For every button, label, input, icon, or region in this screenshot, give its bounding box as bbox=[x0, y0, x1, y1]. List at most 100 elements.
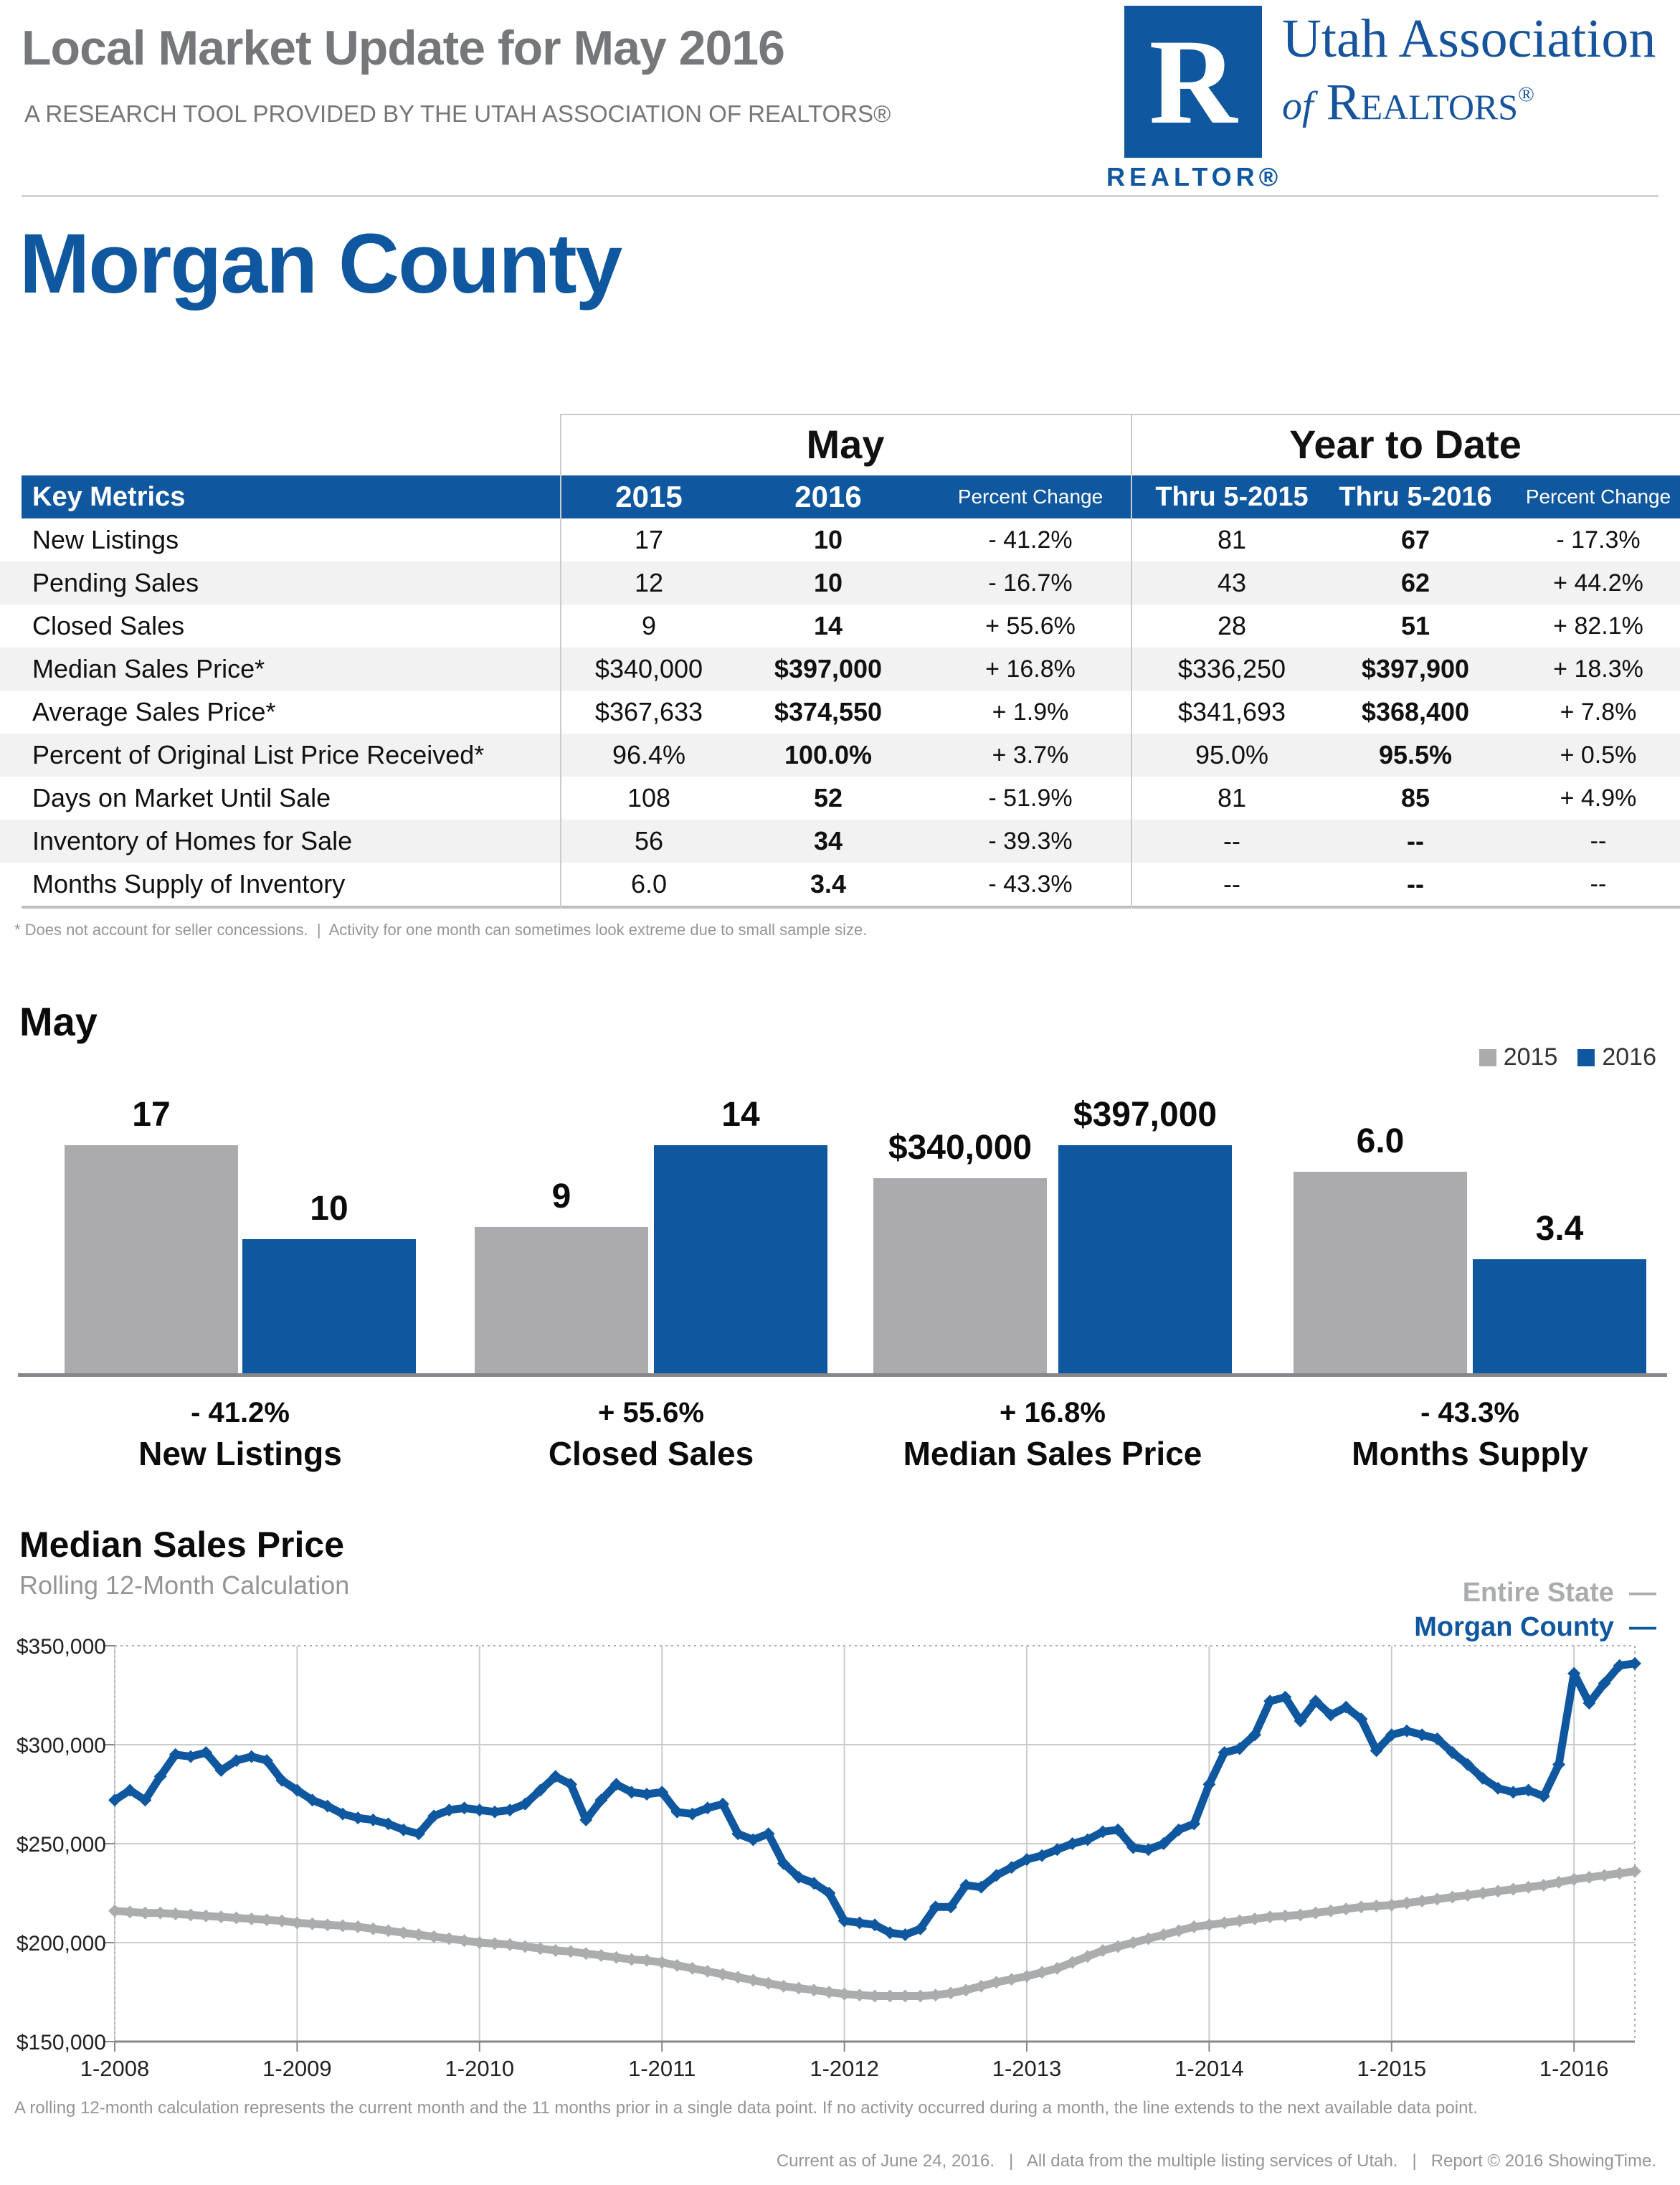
county-title: Morgan County bbox=[19, 217, 622, 311]
metric-value-ytd_pct: -- bbox=[1590, 871, 1607, 898]
metric-value-ytd_pct: + 44.2% bbox=[1553, 569, 1643, 597]
metric-label: Average Sales Price* bbox=[32, 697, 276, 726]
metric-value-ytd_2016: $397,900 bbox=[1361, 654, 1470, 683]
morgan-county-line bbox=[110, 1659, 1639, 1939]
metric-value-ytd_2015: -- bbox=[1223, 826, 1240, 855]
bar-chart-title: May bbox=[19, 999, 98, 1044]
page-header-title: Local Market Update for May 2016 bbox=[22, 21, 785, 75]
entire-state-markers bbox=[108, 1864, 1641, 2003]
metric-value-may_pct: + 3.7% bbox=[992, 741, 1069, 769]
col-may-2015: 2015 bbox=[615, 480, 683, 513]
metric-label: Pending Sales bbox=[32, 568, 199, 597]
metric-value-may_2016: 10 bbox=[813, 568, 843, 597]
legend-morgan-county-dash: — bbox=[1629, 1612, 1656, 1642]
bar-2016-months-supply bbox=[1473, 1259, 1646, 1373]
org-name-line2: of Realtors® bbox=[1282, 67, 1656, 133]
metric-value-ytd_2016: 51 bbox=[1400, 611, 1430, 640]
legend-entire-state-dash: — bbox=[1629, 1578, 1656, 1608]
line-chart-plot: $150,000 $200,000 $250,000 $300,000 $350,000… bbox=[16, 1635, 1641, 2081]
bar-pct-change: - 43.3% bbox=[1420, 1397, 1519, 1428]
grid-lines bbox=[105, 1645, 1636, 2052]
table-footnote: * Does not account for seller concession… bbox=[14, 921, 868, 939]
bar-2015-closed-sales bbox=[475, 1227, 648, 1373]
metric-label: Median Sales Price* bbox=[32, 654, 265, 683]
col-ytd-pct: Percent Change bbox=[1525, 485, 1671, 508]
table-row: Months Supply of Inventory 6.0 3.4 - 43.3% -… bbox=[0, 863, 1680, 906]
metric-value-may_2016: 3.4 bbox=[810, 869, 847, 899]
metric-value-ytd_2015: $336,250 bbox=[1177, 654, 1286, 683]
metric-value-may_2015: 6.0 bbox=[630, 869, 668, 899]
metric-value-may_2015: 96.4% bbox=[612, 740, 686, 769]
report-footer: Current as of June 24, 2016. | All data … bbox=[776, 2151, 1656, 2171]
table-bottom-border bbox=[22, 906, 1680, 909]
table-group-border-mid bbox=[1131, 414, 1132, 909]
table-row: Average Sales Price* $367,633 $374,550 + 1.… bbox=[0, 691, 1680, 734]
realtor-r-icon: R bbox=[1149, 14, 1238, 149]
y-tick-label: $250,000 bbox=[16, 1833, 106, 1857]
x-tick-label: 1-2012 bbox=[810, 2056, 879, 2081]
metric-value-ytd_2015: 95.0% bbox=[1195, 740, 1269, 769]
col-may-pct: Percent Change bbox=[957, 485, 1104, 508]
realtor-wordmark: REALTOR® bbox=[1106, 162, 1283, 191]
group-header-may: May bbox=[806, 422, 885, 467]
page-header-subtitle: A RESEARCH TOOL PROVIDED BY THE UTAH ASS… bbox=[24, 100, 891, 127]
bar-value-label: 14 bbox=[721, 1096, 760, 1134]
metric-value-may_2016: $374,550 bbox=[774, 697, 883, 726]
table-group-border-left bbox=[560, 414, 561, 909]
metric-value-ytd_pct: + 0.5% bbox=[1560, 741, 1637, 769]
metric-value-may_pct: - 16.7% bbox=[988, 569, 1073, 597]
metric-value-ytd_pct: - 17.3% bbox=[1556, 526, 1641, 554]
metric-value-ytd_pct: + 82.1% bbox=[1553, 612, 1643, 640]
metric-value-ytd_2015: -- bbox=[1223, 869, 1240, 899]
metric-value-may_2016: 34 bbox=[813, 826, 843, 855]
metric-value-may_2015: 17 bbox=[634, 525, 664, 554]
metric-value-may_pct: - 51.9% bbox=[988, 785, 1073, 812]
y-tick-label: $350,000 bbox=[16, 1635, 106, 1659]
x-tick-label: 1-2014 bbox=[1174, 2056, 1244, 2081]
metric-value-may_pct: + 1.9% bbox=[992, 698, 1069, 726]
x-tick-label: 1-2011 bbox=[628, 2056, 696, 2081]
legend-swatch-2016 bbox=[1577, 1048, 1595, 1066]
org-realtors: Realtors bbox=[1326, 73, 1519, 131]
metric-value-ytd_pct: + 7.8% bbox=[1560, 698, 1637, 726]
metric-value-ytd_pct: + 18.3% bbox=[1553, 655, 1643, 683]
metric-value-ytd_2016: $368,400 bbox=[1361, 697, 1470, 726]
table-group-top-border bbox=[560, 414, 1680, 415]
metric-value-may_2015: $367,633 bbox=[594, 697, 703, 726]
bar-2015-months-supply bbox=[1294, 1172, 1467, 1373]
entire-state-line bbox=[110, 1867, 1639, 2000]
realtor-logo: R bbox=[1124, 6, 1262, 158]
metric-label: Closed Sales bbox=[32, 611, 185, 640]
bar-pct-change: - 41.2% bbox=[191, 1397, 290, 1428]
legend-swatch-2015 bbox=[1479, 1048, 1496, 1066]
metric-label: Days on Market Until Sale bbox=[32, 783, 331, 812]
col-may-2016: 2016 bbox=[794, 480, 862, 513]
metric-value-ytd_pct: -- bbox=[1590, 828, 1607, 855]
bar-value-label: 3.4 bbox=[1535, 1210, 1584, 1248]
bar-value-label: 9 bbox=[551, 1177, 571, 1215]
org-name-line1: Utah Association bbox=[1282, 9, 1656, 69]
metric-value-may_2016: 52 bbox=[813, 783, 843, 812]
metric-value-ytd_2015: 81 bbox=[1217, 783, 1247, 812]
metric-label: New Listings bbox=[32, 525, 179, 554]
metric-value-ytd_2015: 28 bbox=[1217, 611, 1247, 640]
metric-value-ytd_2015: $341,693 bbox=[1177, 697, 1286, 726]
metric-value-ytd_2016: 67 bbox=[1400, 525, 1430, 554]
metric-value-ytd_2016: 62 bbox=[1400, 568, 1430, 597]
metric-value-may_2016: 14 bbox=[813, 611, 843, 640]
metric-value-may_pct: + 55.6% bbox=[985, 612, 1076, 640]
bar-chart-legend: 2015 2016 bbox=[1459, 1043, 1656, 1071]
metric-value-ytd_2015: 81 bbox=[1217, 525, 1247, 554]
group-header-ytd: Year to Date bbox=[1289, 422, 1522, 467]
line-chart-subtitle: Rolling 12-Month Calculation bbox=[19, 1570, 350, 1600]
y-tick-label: $200,000 bbox=[16, 1932, 106, 1956]
bar-value-label: 17 bbox=[132, 1096, 171, 1134]
x-tick-label: 1-2013 bbox=[992, 2056, 1062, 2081]
bar-2016-median-sales-price bbox=[1058, 1145, 1232, 1373]
metric-value-ytd_2016: 95.5% bbox=[1378, 740, 1453, 769]
col-ytd-2015: Thru 5-2015 bbox=[1155, 482, 1309, 512]
col-ytd-2016: Thru 5-2016 bbox=[1339, 482, 1492, 512]
metric-value-may_2015: 9 bbox=[641, 611, 657, 640]
bar-value-label: $340,000 bbox=[888, 1129, 1033, 1167]
legend-entire-state: Entire State — bbox=[1463, 1578, 1656, 1608]
